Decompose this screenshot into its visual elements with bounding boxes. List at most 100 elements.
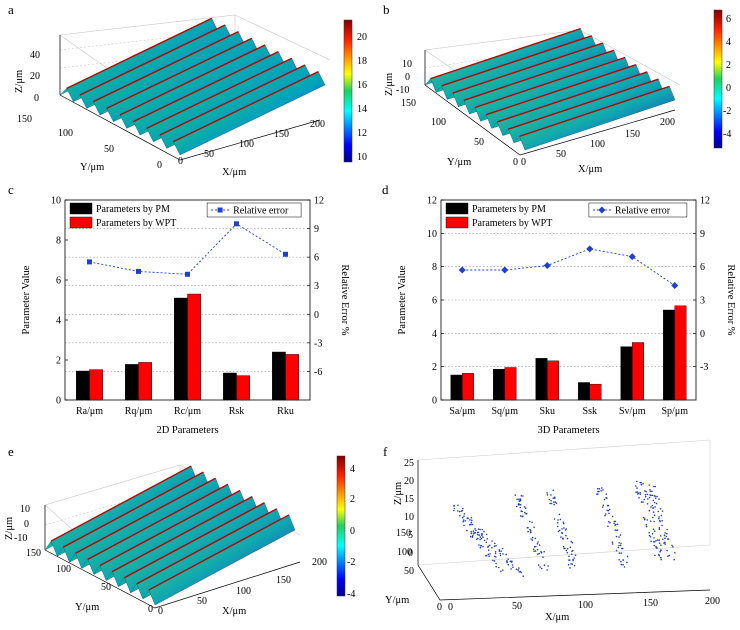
panel-f-point (665, 535, 668, 538)
panel-f-point (477, 537, 479, 540)
panel-d-bar-chart: d 0 2 4 6 8 10 12 -3 0 3 6 9 12 Sa/μm Sq/μm Sku Ssk Sv/μm… (382, 182, 736, 436)
panel-f-point (656, 495, 658, 498)
panel-f-3d-point-cloud: f 25 20 15 10 5 0 Z/μm 150 100 50 0 Y/μm… (383, 439, 720, 623)
panel-f-point (646, 519, 648, 521)
panel-b-ridge-crest (430, 27, 581, 80)
panel-f-point (571, 553, 573, 555)
panel-f-point (494, 551, 497, 553)
panel-c-ytick-label: 8 (56, 236, 61, 247)
panel-f-point (519, 498, 522, 500)
panel-f-point (462, 519, 465, 521)
panel-f-point (653, 544, 655, 547)
panel-f-point (537, 553, 539, 555)
panel-f-point (666, 528, 668, 531)
panel-b-letter: b (383, 2, 390, 17)
panel-f-point (500, 550, 502, 552)
panel-f-point (546, 492, 548, 494)
panel-f-point (548, 498, 551, 501)
panel-c-error-marker (234, 221, 239, 227)
panel-f-y-tick: 50 (404, 566, 414, 577)
panel-d-line-legend-marker (598, 206, 606, 214)
panel-f-point (467, 517, 469, 519)
panel-f-point (607, 504, 610, 507)
panel-f-point (463, 524, 465, 527)
panel-f-point (553, 518, 556, 520)
panel-c-bar-pm (272, 351, 286, 401)
panel-f-point (479, 545, 482, 547)
panel-f-point (554, 497, 556, 499)
panel-a-x-tick: 200 (310, 119, 325, 130)
panel-a-ridge-crest (133, 51, 279, 123)
panel-f-point (485, 541, 488, 544)
panel-f-point (649, 490, 652, 493)
panel-f-point (459, 514, 461, 517)
panel-b-z-tick: 10 (402, 59, 412, 70)
panel-b-colorbar-tick: -4 (723, 129, 731, 140)
panel-e-x-tick: 200 (312, 557, 327, 568)
panel-c-bar-pm (76, 370, 90, 401)
panel-f-point (502, 569, 504, 571)
panel-f-point (649, 520, 652, 522)
panel-d-xtick-label: Sv/μm (619, 406, 646, 417)
panel-f-point (648, 509, 651, 512)
panel-f-point (620, 552, 623, 554)
panel-f-point (517, 569, 520, 571)
panel-f-point (664, 532, 666, 534)
panel-f-point (616, 523, 619, 526)
panel-d-ytick-label: 4 (432, 329, 437, 340)
panel-a-z-tick: 0 (34, 93, 39, 104)
panel-f-point (618, 552, 621, 554)
panel-f-point (512, 566, 514, 569)
panel-a-y-label: Y/μm (80, 162, 104, 173)
panel-f-point (649, 489, 651, 491)
panel-f-point (646, 493, 649, 496)
panel-f-letter: f (383, 444, 388, 459)
panel-f-point (558, 513, 561, 516)
panel-f-point (657, 539, 659, 541)
panel-f-z-tick: 25 (404, 458, 414, 469)
panel-f-point (522, 575, 524, 577)
panel-f-point (642, 501, 644, 503)
panel-f-point (486, 538, 489, 540)
panel-f-point (636, 491, 639, 493)
panel-f-point (474, 528, 476, 530)
panel-b-colorbar (713, 9, 723, 149)
panel-f-point (543, 550, 545, 553)
panel-a-z-tick: 40 (30, 50, 40, 61)
panel-a-axis-lines (59, 35, 321, 161)
panel-f-point (668, 554, 671, 557)
panel-f-point (570, 540, 572, 543)
panel-a-surface (59, 17, 326, 156)
panel-f-point (457, 504, 459, 507)
panel-f-point (485, 533, 488, 536)
panel-c-xlabel: 2D Parameters (156, 425, 218, 436)
panel-f-point (645, 490, 647, 493)
panel-f-point (516, 498, 518, 501)
panel-f-point (487, 553, 490, 556)
panel-f-point (566, 551, 569, 554)
panel-f-point (640, 483, 643, 486)
panel-f-point (470, 521, 473, 524)
panel-c-bar-wpt (138, 362, 152, 401)
panel-f-point (618, 536, 620, 538)
panel-d-bar-pm (450, 374, 463, 401)
panel-f-point (493, 545, 496, 547)
panel-a-x-tick: 50 (204, 149, 214, 160)
panel-f-point (659, 508, 662, 510)
panel-f-point (642, 516, 645, 519)
panel-f-point (479, 536, 482, 538)
panel-f-point (644, 493, 647, 496)
panel-c-error-marker (87, 259, 92, 265)
panel-f-point (655, 545, 657, 548)
panel-f-point (569, 567, 571, 569)
panel-f-point (550, 499, 552, 502)
panel-a-z-tick: 20 (30, 71, 40, 82)
panel-f-point (510, 568, 512, 570)
panel-f-point (571, 541, 574, 544)
panel-f-point (538, 552, 541, 555)
panel-b-x-tick: 50 (556, 149, 566, 160)
panel-f-point (529, 528, 531, 531)
panel-e-ridge-crest (136, 508, 277, 585)
panel-f-point (515, 505, 518, 508)
panel-f-point (511, 564, 514, 566)
